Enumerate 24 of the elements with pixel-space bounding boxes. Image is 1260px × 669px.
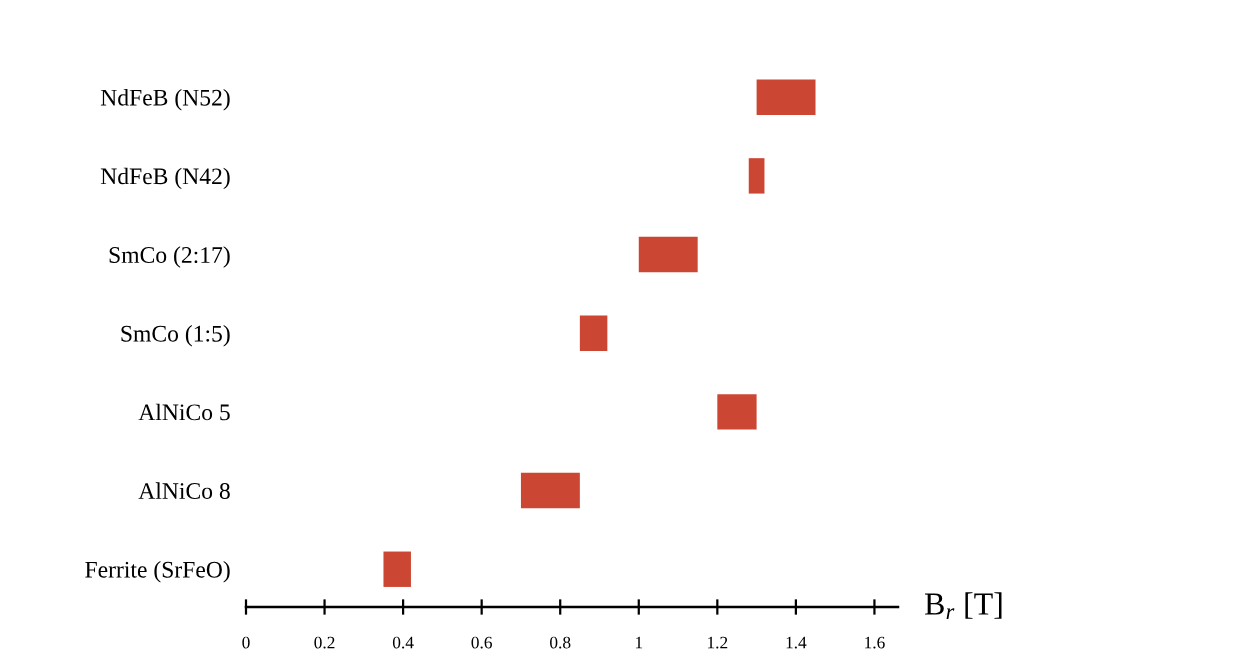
x-tick-label: 1.6 — [865, 636, 885, 649]
bar — [717, 394, 757, 430]
bar — [748, 158, 765, 194]
x-tick-label: 0 — [242, 636, 250, 649]
x-tick-label: 0.2 — [314, 636, 335, 649]
x-tick-label: 0.6 — [471, 636, 492, 649]
bar — [579, 315, 608, 351]
bar — [383, 551, 411, 587]
x-tick-label: 1 — [635, 636, 643, 649]
x-axis-title: B$_{r}$ [T] — [925, 592, 1002, 619]
bar — [638, 236, 698, 273]
bar — [756, 79, 816, 115]
x-tick-label: 1.4 — [786, 636, 807, 649]
x-tick-label: 0.8 — [550, 636, 571, 649]
bar — [520, 472, 580, 509]
y-tick-label: SmCo (2:17) — [109, 246, 230, 268]
y-tick-label: NdFeB (N42) — [100, 167, 230, 190]
y-tick-label: NdFeB (N52) — [100, 89, 230, 111]
y-tick-label: AlNiCo 5 — [138, 403, 230, 421]
y-tick-label: SmCo (1:5) — [121, 325, 230, 347]
x-tick-label: 1.2 — [708, 636, 728, 649]
x-tick-label: 0.4 — [392, 636, 414, 649]
y-tick-label: Ferrite (SrFeO) — [85, 561, 230, 583]
y-tick-label: AlNiCo 8 — [138, 482, 230, 499]
